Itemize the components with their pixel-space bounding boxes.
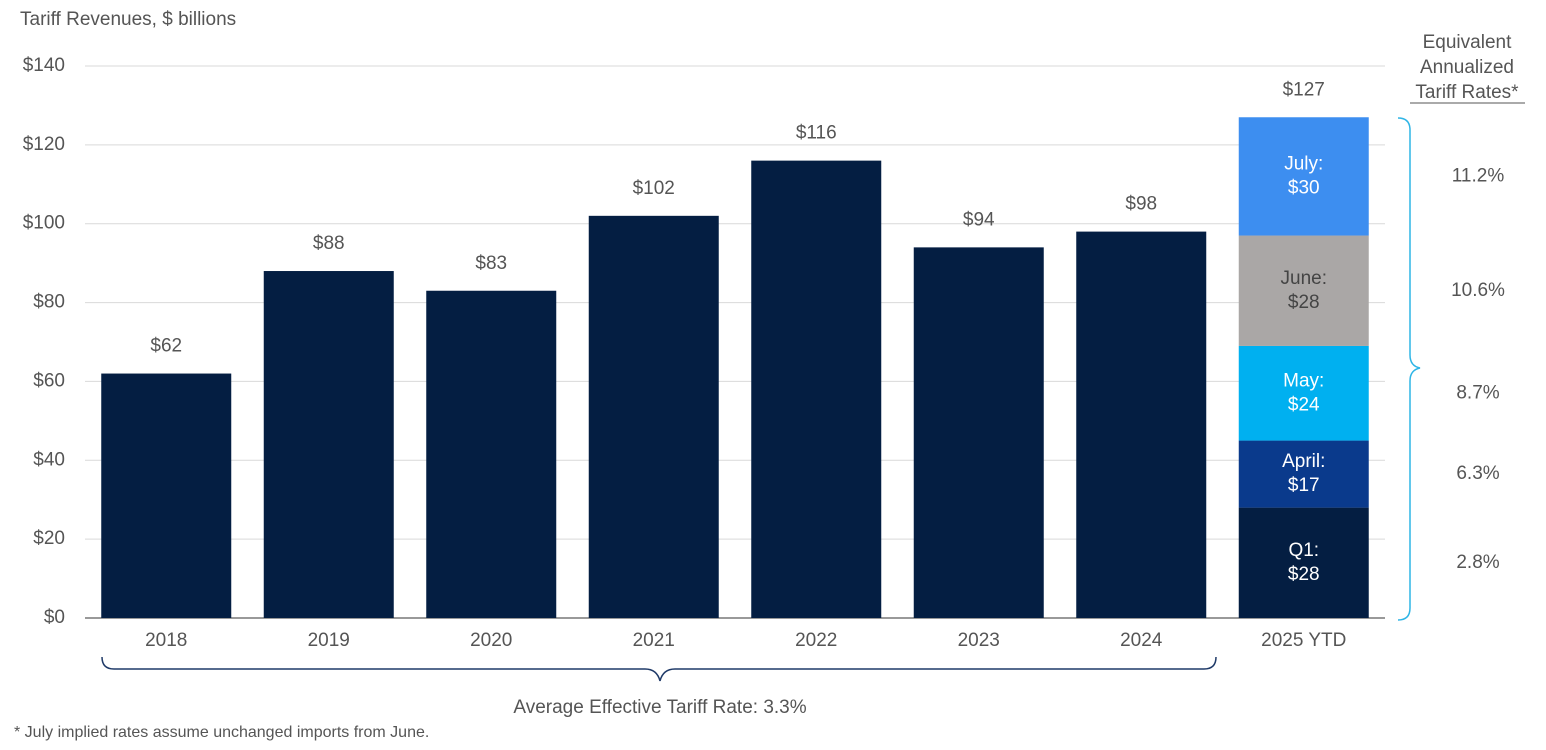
x-tick-label: 2025 YTD — [1261, 630, 1346, 651]
value-label: $98 — [1125, 194, 1157, 215]
rate-label: 6.3% — [1456, 463, 1499, 484]
rate-label: 11.2% — [1452, 165, 1505, 186]
x-tick-label: 2018 — [145, 630, 187, 651]
stack-segment — [1238, 345, 1369, 441]
segment-label: $24 — [1288, 394, 1320, 415]
value-label: $83 — [475, 253, 507, 274]
segment-name: Q1: — [1288, 540, 1319, 561]
y-tick-label: $100 — [23, 213, 65, 234]
rate-header: Tariff Rates* — [1415, 82, 1519, 103]
value-label: $102 — [633, 178, 675, 199]
y-tick-label: $80 — [33, 292, 65, 313]
segment-label: $28 — [1288, 564, 1320, 585]
x-tick-label: 2023 — [958, 630, 1000, 651]
y-tick-label: $60 — [33, 370, 65, 391]
segment-name: June: — [1281, 268, 1327, 289]
bar — [1076, 231, 1207, 618]
y-tick-label: $120 — [23, 134, 65, 155]
x-tick-label: 2024 — [1120, 630, 1163, 651]
y-tick-label: $140 — [23, 55, 65, 76]
bar — [751, 160, 882, 618]
bar — [588, 215, 719, 619]
bar — [426, 290, 557, 618]
value-label: $127 — [1283, 79, 1325, 100]
stack-segment — [1238, 235, 1369, 346]
segment-label: $30 — [1288, 177, 1320, 198]
right-brace — [1397, 117, 1421, 621]
value-label: $94 — [963, 209, 995, 230]
y-tick-label: $0 — [44, 607, 65, 628]
segment-label: $28 — [1288, 292, 1320, 313]
footnote: * July implied rates assume unchanged im… — [14, 724, 429, 741]
rate-label: 2.8% — [1456, 552, 1499, 573]
y-axis-label: Tariff Revenues, $ billions — [20, 9, 236, 30]
bar — [913, 247, 1044, 618]
segment-name: July: — [1284, 153, 1323, 174]
rate-label: 8.7% — [1456, 382, 1499, 403]
x-tick-label: 2020 — [470, 630, 512, 651]
bar — [101, 373, 232, 618]
value-label: $116 — [796, 123, 837, 144]
y-tick-label: $40 — [33, 449, 65, 470]
rate-header: Annualized — [1420, 57, 1514, 78]
rate-label: 10.6% — [1451, 280, 1505, 301]
value-label: $62 — [150, 336, 182, 357]
y-tick-label: $20 — [33, 528, 65, 549]
stack-segment — [1238, 440, 1369, 508]
x-tick-label: 2019 — [308, 630, 350, 651]
x-tick-label: 2022 — [795, 630, 837, 651]
bottom-annotation: Average Effective Tariff Rate: 3.3% — [513, 697, 806, 718]
segment-label: $17 — [1288, 475, 1320, 496]
segment-name: April: — [1282, 451, 1325, 472]
value-label: $88 — [313, 233, 345, 254]
bar — [263, 271, 394, 618]
stack-segment — [1238, 117, 1369, 236]
rate-header: Equivalent — [1423, 32, 1512, 53]
x-tick-label: 2021 — [633, 630, 675, 651]
stack-segment — [1238, 507, 1369, 618]
segment-name: May: — [1283, 370, 1324, 391]
bottom-brace — [101, 656, 1217, 682]
